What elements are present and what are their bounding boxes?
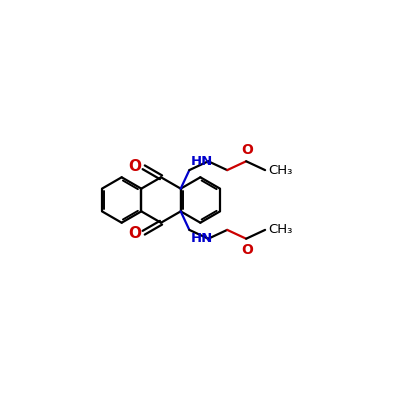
Text: CH₃: CH₃ xyxy=(268,164,292,177)
Text: HN: HN xyxy=(191,155,213,168)
Text: O: O xyxy=(241,244,253,258)
Text: O: O xyxy=(128,159,141,174)
Text: HN: HN xyxy=(191,232,213,245)
Text: CH₃: CH₃ xyxy=(268,223,292,236)
Text: O: O xyxy=(128,226,141,241)
Text: O: O xyxy=(241,142,253,156)
